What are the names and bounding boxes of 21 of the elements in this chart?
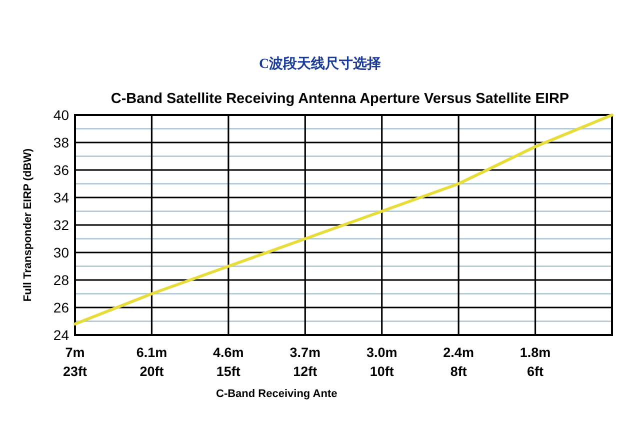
y-tick-label: 40 bbox=[53, 107, 70, 123]
x-tick-label: 3.7m 12ft bbox=[290, 345, 321, 379]
y-tick-label: 30 bbox=[53, 244, 70, 260]
y-axis-title: Full Transponder EIRP (dBW) bbox=[22, 148, 34, 302]
x-tick-label: 7m 23ft bbox=[62, 345, 88, 379]
y-tick-label: 38 bbox=[53, 134, 70, 150]
y-tick-label: 36 bbox=[53, 162, 70, 178]
y-tick-label: 24 bbox=[53, 327, 70, 343]
y-tick-label: 32 bbox=[53, 217, 70, 233]
y-tick-label: 28 bbox=[53, 272, 70, 288]
x-tick-label: 4.6m 15ft bbox=[213, 345, 244, 379]
line-series bbox=[74, 114, 614, 326]
x-axis-title: C-Band Receiving Ante bbox=[216, 388, 338, 400]
x-tick-label: 6.1m 20ft bbox=[136, 345, 168, 379]
y-tick-label: 34 bbox=[53, 190, 70, 206]
x-tick-label: 3.0m 10ft bbox=[366, 345, 398, 379]
y-tick-label: 26 bbox=[53, 300, 70, 316]
x-tick-label: 1.8m 6ft bbox=[520, 345, 551, 379]
chart-title: C波段天线尺寸选择 bbox=[258, 56, 382, 72]
x-tick-label: 2.4m 8ft bbox=[443, 345, 474, 379]
chart-subtitle: C-Band Satellite Receiving Antenna Aperture Versus Satellite EIRP bbox=[110, 91, 570, 107]
